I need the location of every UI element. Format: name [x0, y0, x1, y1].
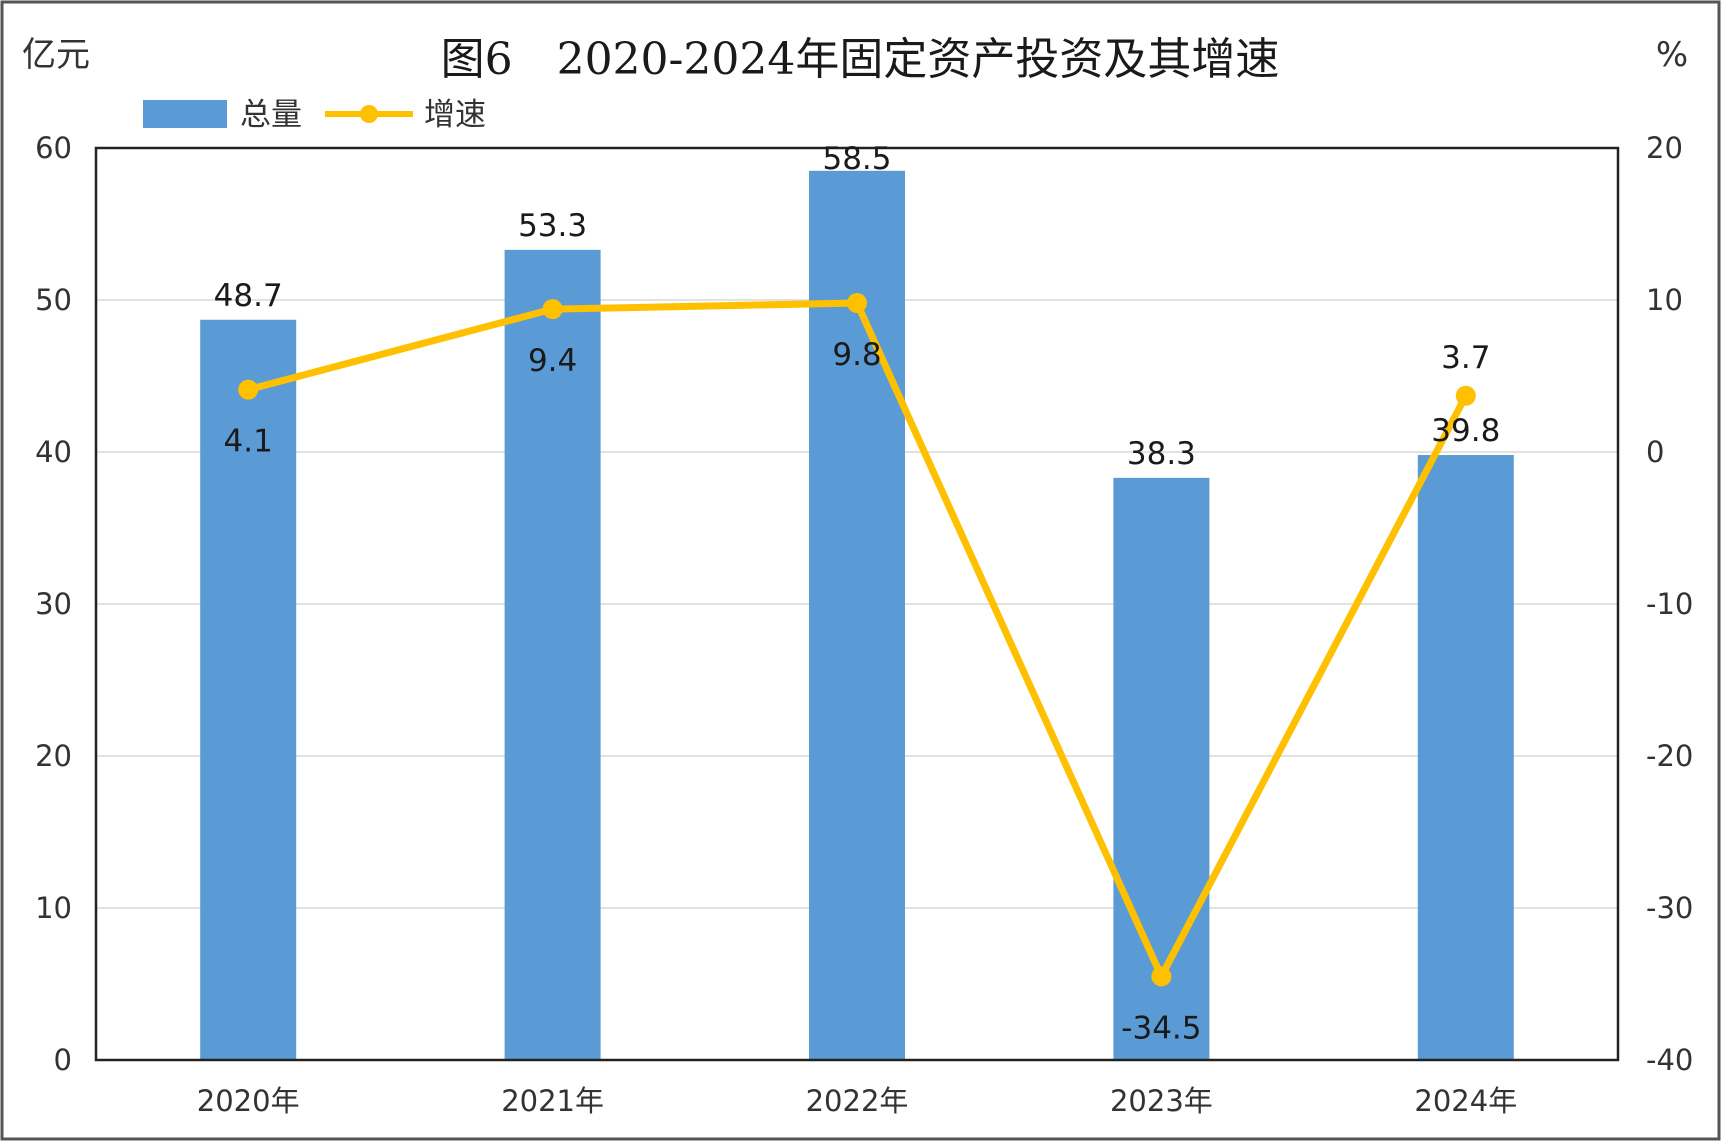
growth-point-2021年 — [542, 299, 563, 320]
bar-series-total — [200, 170, 1514, 1061]
line-data-labels: 4.1 9.4 9.8 -34.5 3.7 — [224, 337, 1491, 1046]
chart-title: 图6 2020-2024年固定资产投资及其增速 — [441, 34, 1280, 85]
bar-value-label: 58.5 — [822, 141, 891, 177]
left-axis-tick-label: 20 — [35, 739, 72, 773]
legend-marker-growth — [360, 105, 378, 123]
growth-value-label: 9.4 — [528, 343, 577, 379]
left-axis-tick-label: 60 — [35, 131, 72, 165]
growth-point-2020年 — [238, 379, 259, 400]
left-axis-tick-label: 50 — [35, 283, 72, 317]
right-axis-tick-label: -20 — [1646, 739, 1693, 773]
growth-point-2024年 — [1455, 385, 1476, 406]
bar-total-2024年 — [1417, 455, 1514, 1060]
x-axis-tick-label: 2021年 — [501, 1084, 604, 1118]
legend: 总量 增速 — [143, 97, 486, 133]
bar-value-label: 53.3 — [518, 208, 587, 244]
x-axis-tick-label: 2022年 — [806, 1084, 909, 1118]
right-axis-ticks: -40 -30 -20 -10 0 10 20 — [1646, 131, 1693, 1077]
left-axis-unit: 亿元 — [22, 35, 90, 75]
growth-value-label: -34.5 — [1121, 1010, 1201, 1046]
right-axis-tick-label: -10 — [1646, 587, 1693, 621]
right-axis-tick-label: -40 — [1646, 1043, 1693, 1077]
bar-total-2021年 — [504, 249, 601, 1061]
growth-point-2022年 — [847, 293, 867, 314]
x-axis-tick-label: 2023年 — [1110, 1084, 1213, 1118]
legend-swatch-total — [143, 100, 227, 128]
bar-total-2020年 — [200, 319, 297, 1060]
x-axis-ticks: 2020年 2021年 2022年 2023年 2024年 — [197, 1084, 1517, 1118]
plot-area-frame — [94, 146, 1620, 1062]
bar-total-2022年 — [809, 170, 905, 1061]
x-axis-tick-label: 2020年 — [197, 1084, 300, 1118]
growth-value-label: 9.8 — [832, 337, 881, 373]
growth-value-label: 3.7 — [1441, 340, 1490, 376]
growth-point-2023年 — [1151, 966, 1172, 987]
right-axis-tick-label: 20 — [1646, 131, 1683, 165]
bar-value-label: 39.8 — [1431, 413, 1500, 449]
left-axis-ticks: 0 10 20 30 40 50 60 — [35, 131, 72, 1077]
left-axis-tick-label: 40 — [35, 435, 72, 469]
bar-value-label: 48.7 — [214, 278, 283, 314]
left-axis-tick-label: 10 — [35, 891, 72, 925]
x-axis-tick-label: 2024年 — [1414, 1084, 1517, 1118]
right-axis-tick-label: 0 — [1646, 435, 1664, 469]
right-axis-tick-label: 10 — [1646, 283, 1683, 317]
bar-data-labels: 48.7 53.3 58.5 38.3 39.8 — [214, 141, 1501, 472]
line-series-growth — [238, 293, 1476, 987]
bar-total-2023年 — [1113, 477, 1210, 1061]
left-axis-tick-label: 30 — [35, 587, 72, 621]
legend-label-growth: 增速 — [424, 97, 486, 133]
legend-label-total: 总量 — [240, 97, 302, 133]
right-axis-unit: % — [1656, 35, 1688, 75]
growth-value-label: 4.1 — [224, 424, 273, 460]
left-axis-tick-label: 0 — [54, 1043, 72, 1077]
right-axis-tick-label: -30 — [1646, 891, 1693, 925]
bar-value-label: 38.3 — [1127, 436, 1196, 472]
